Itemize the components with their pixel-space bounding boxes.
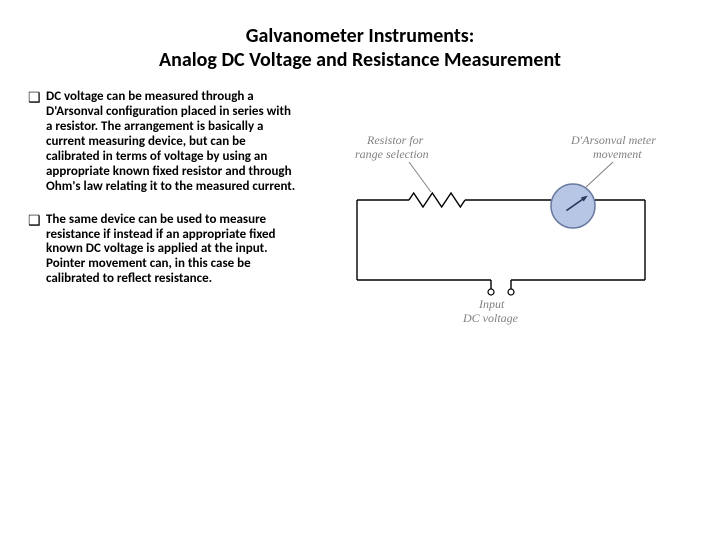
bullet-text: The same device can be used to measure r… (46, 213, 298, 288)
title-line-2: Analog DC Voltage and Resistance Measure… (28, 48, 692, 72)
svg-text:Resistor for: Resistor for (366, 133, 424, 147)
bullet-text: DC voltage can be measured through a D'A… (46, 90, 298, 195)
title-block: Galvanometer Instruments: Analog DC Volt… (28, 24, 692, 72)
svg-text:DC voltage: DC voltage (462, 311, 519, 325)
circuit-diagram: Resistor forrange selection D'Arsonval me… (321, 130, 681, 335)
bullet-marker-icon: ❑ (28, 90, 46, 195)
svg-text:movement: movement (593, 147, 642, 161)
list-item: ❑ DC voltage can be measured through a D… (28, 90, 298, 195)
bullet-list: ❑ DC voltage can be measured through a D… (28, 90, 298, 335)
svg-text:Input: Input (478, 297, 505, 311)
svg-text:range selection: range selection (355, 147, 429, 161)
content-row: ❑ DC voltage can be measured through a D… (28, 90, 692, 335)
slide: Galvanometer Instruments: Analog DC Volt… (0, 0, 720, 540)
list-item: ❑ The same device can be used to measure… (28, 213, 298, 288)
diagram-column: Resistor forrange selection D'Arsonval me… (310, 90, 692, 335)
svg-text:D'Arsonval meter: D'Arsonval meter (570, 133, 656, 147)
circuit-svg: Resistor forrange selection D'Arsonval me… (321, 130, 681, 330)
bullet-marker-icon: ❑ (28, 213, 46, 288)
title-line-1: Galvanometer Instruments: (28, 24, 692, 48)
